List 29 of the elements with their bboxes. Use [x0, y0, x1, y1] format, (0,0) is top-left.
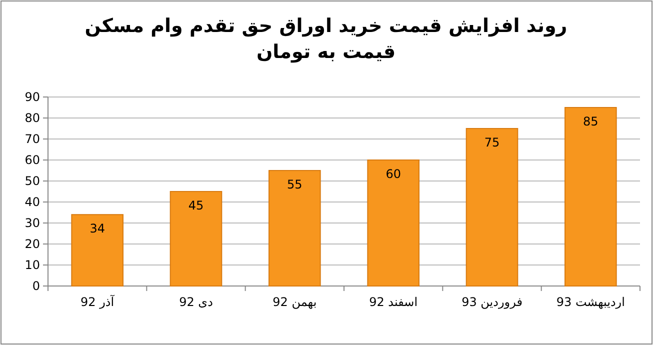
y-tick-label: 80 — [24, 111, 40, 125]
bar — [170, 191, 222, 286]
y-tick-label: 10 — [24, 258, 40, 272]
x-tick-label: فروردین 93 — [462, 295, 522, 309]
data-label: 55 — [287, 178, 302, 192]
bar — [71, 214, 124, 286]
data-label: 34 — [90, 222, 105, 236]
data-label: 45 — [188, 198, 204, 212]
x-tick-label: اردیبهشت 93 — [556, 295, 625, 309]
y-tick-label: 0 — [32, 279, 40, 293]
data-label: 85 — [583, 114, 598, 128]
x-tick-label: دی 92 — [179, 295, 213, 309]
chart-title: روند افزایش قیمت خرید اوراق حق تقدم وام مسکن قیمت به تومان — [84, 15, 568, 63]
data-label: 60 — [386, 167, 401, 181]
bar — [367, 160, 420, 286]
y-tick-label: 30 — [24, 216, 40, 230]
x-tick-label: اسفند 92 — [369, 295, 418, 309]
x-tick-label: بهمن 92 — [272, 295, 317, 309]
y-tick-label: 70 — [24, 132, 40, 146]
y-tick-label: 40 — [24, 195, 40, 209]
data-label: 75 — [484, 136, 500, 150]
y-tick-label: 90 — [24, 90, 40, 104]
y-tick-label: 20 — [24, 237, 40, 251]
bar — [466, 128, 518, 286]
bar — [268, 170, 321, 286]
bar — [564, 107, 617, 286]
y-tick-label: 50 — [24, 174, 40, 188]
y-tick-label: 60 — [24, 153, 40, 167]
x-tick-label: آذر 92 — [80, 294, 115, 309]
